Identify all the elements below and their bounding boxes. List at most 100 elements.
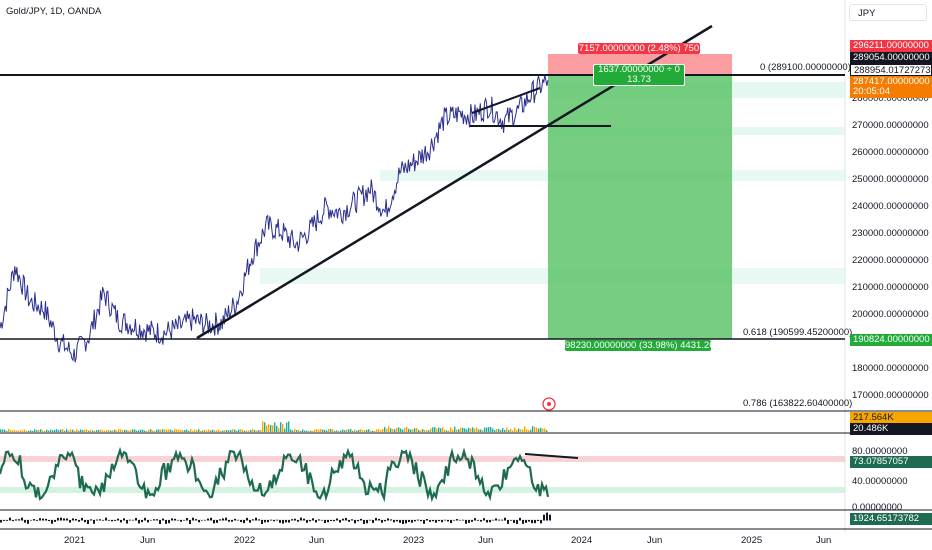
volume-bar: [52, 430, 54, 432]
oscillator-bar: [480, 520, 482, 522]
volume-bar: [444, 429, 446, 432]
volume-bar: [106, 430, 108, 432]
volume-bar: [368, 429, 370, 432]
volume-bar: [148, 429, 150, 432]
volume-bar: [342, 429, 344, 432]
alert-marker-icon[interactable]: [542, 397, 556, 411]
oscillator-bar: [336, 518, 338, 521]
oscillator-bar: [291, 519, 293, 521]
oscillator-bar: [258, 519, 260, 521]
volume-bar: [412, 429, 414, 432]
volume-bar: [196, 430, 198, 432]
target-zone[interactable]: [548, 75, 732, 339]
volume-bar: [430, 428, 432, 432]
volume-bar: [210, 430, 212, 432]
volume-bar: [370, 430, 372, 432]
oscillator-bar: [318, 519, 320, 521]
volume-bar: [524, 426, 526, 432]
oscillator-bar: [546, 512, 548, 521]
y-tick: 170000.00000000: [852, 390, 929, 401]
oscillator-bar: [9, 517, 11, 521]
volume-bar: [44, 430, 46, 432]
volume-bar: [244, 430, 246, 432]
volume-bar: [478, 429, 480, 432]
volume-bar: [0, 429, 2, 432]
risk-reward-box[interactable]: 1637.00000000 ÷ 0 13.73: [593, 64, 685, 86]
oscillator-bar: [234, 518, 236, 521]
oscillator-bar: [183, 520, 185, 521]
volume-bar: [344, 430, 346, 432]
oscillator-bar: [423, 520, 425, 524]
volume-bar: [10, 430, 12, 432]
oscillator-bar: [525, 520, 527, 523]
oscillator-bar: [105, 517, 107, 521]
volume-bar: [434, 427, 436, 432]
volume-bars: [0, 421, 548, 432]
oscillator-bar: [159, 520, 161, 524]
stop-info-box[interactable]: 7157.00000000 (2.48%) 750: [578, 43, 700, 54]
volume-bar: [164, 429, 166, 432]
volume-bar: [308, 430, 310, 432]
volume-bar: [190, 429, 192, 432]
volume-bar: [522, 429, 524, 432]
volume-bar: [468, 427, 470, 432]
oscillator-bar: [408, 520, 410, 523]
oscillator-bar: [486, 520, 488, 523]
oscillator-bar: [87, 520, 89, 525]
oscillator-bar: [195, 519, 197, 521]
volume-bar: [394, 429, 396, 432]
wedge-top-line[interactable]: [471, 87, 541, 114]
volume-bar: [80, 429, 82, 432]
oscillator-bar: [102, 520, 104, 521]
stop-price-label: 296211.00000000: [850, 40, 932, 52]
volume-bar: [26, 430, 28, 432]
target-info-box[interactable]: 98230.00000000 (33.98%) 4431.26: [565, 340, 715, 351]
oscillator-bar: [324, 520, 326, 524]
volume-bar: [202, 430, 204, 432]
oscillator-bar: [306, 520, 308, 523]
rsi-divergence-line[interactable]: [524, 453, 579, 459]
volume-bar: [90, 429, 92, 432]
volume-bar: [364, 430, 366, 432]
volume-bar: [300, 430, 302, 432]
volume-bar: [194, 429, 196, 432]
currency-selector[interactable]: JPY: [849, 4, 927, 21]
oscillator-bar: [12, 520, 14, 522]
oscillator-bar: [45, 518, 47, 521]
oscillator-bar: [267, 520, 269, 523]
oscillator-bar: [543, 514, 545, 521]
oscillator-bar: [417, 519, 419, 521]
volume-bar: [246, 430, 248, 432]
oscillator-bar: [393, 520, 395, 523]
volume-bar: [390, 428, 392, 432]
oscillator-bar: [429, 520, 431, 522]
oscillator-bar: [150, 519, 152, 521]
oscillator-bar: [78, 520, 80, 522]
symbol-title[interactable]: Gold/JPY, 1D, OANDA: [6, 6, 102, 17]
oscillator-bar: [534, 520, 536, 524]
volume-bar: [264, 422, 266, 432]
oscillator-bar: [165, 520, 167, 524]
volume-bar: [206, 430, 208, 432]
volume-bar: [506, 427, 508, 432]
volume-bar: [502, 428, 504, 432]
volume-bar: [96, 430, 98, 432]
oscillator-bar: [72, 518, 74, 521]
volume-bar: [160, 429, 162, 432]
oscillator-bar: [240, 520, 242, 523]
volume-bar: [54, 429, 56, 432]
volume-bar: [220, 430, 222, 432]
volume-bar: [38, 429, 40, 432]
volume-bar: [482, 430, 484, 432]
oscillator-bar: [3, 520, 5, 521]
volume-bar: [350, 429, 352, 432]
oscillator-bar: [345, 517, 347, 521]
oscillator-bar: [90, 519, 92, 521]
volume-bar: [174, 429, 176, 432]
oscillator-bar: [204, 519, 206, 521]
oscillator-bar: [294, 518, 296, 521]
oscillator-bar: [405, 520, 407, 524]
oscillator-bar: [426, 519, 428, 521]
volume-bar: [256, 430, 258, 432]
volume-bar: [382, 428, 384, 432]
